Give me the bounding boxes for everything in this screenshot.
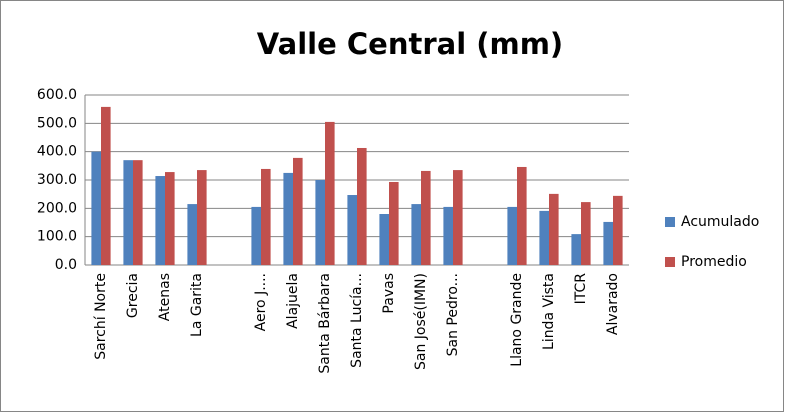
bar — [443, 206, 453, 265]
bar — [549, 193, 559, 265]
x-tick-label: Alvarado — [605, 273, 621, 335]
x-tick-label: Alajuela — [285, 273, 301, 329]
x-tick-label: Santa Lucía... — [349, 273, 365, 368]
bar — [581, 202, 591, 265]
x-tick-label: Aero J.... — [253, 273, 269, 331]
bar — [251, 206, 261, 265]
bar — [283, 172, 293, 265]
x-tick-label: Sarchí Norte — [93, 273, 109, 360]
y-tick-label: 100.0 — [37, 229, 77, 245]
bar — [325, 121, 335, 266]
bar — [517, 166, 527, 265]
bar — [389, 181, 399, 265]
legend-swatch — [665, 257, 675, 267]
bar — [165, 172, 175, 265]
x-tick-label: Santa Bárbara — [317, 273, 333, 374]
legend-swatch — [665, 217, 675, 227]
bar — [613, 195, 623, 265]
bar — [421, 170, 431, 265]
legend-label: Promedio — [681, 254, 747, 270]
bar — [155, 176, 165, 265]
bar — [91, 151, 101, 265]
bar — [347, 195, 357, 265]
bar — [571, 234, 581, 265]
y-tick-label: 600.0 — [37, 87, 77, 103]
bar — [379, 214, 389, 265]
x-tick-label: Pavas — [381, 273, 397, 314]
bar — [197, 170, 207, 265]
bar — [507, 206, 517, 265]
bar — [603, 221, 613, 265]
x-tick-label: ITCR — [573, 273, 589, 305]
y-tick-label: 400.0 — [37, 144, 77, 160]
legend-label: Acumulado — [681, 214, 759, 230]
bar — [261, 168, 271, 265]
y-tick-label: 500.0 — [37, 115, 77, 131]
y-tick-label: 0.0 — [55, 257, 77, 273]
y-tick-label: 200.0 — [37, 200, 77, 216]
x-tick-label: Atenas — [157, 273, 173, 321]
bar — [133, 160, 143, 265]
bar — [357, 147, 367, 265]
bar — [187, 204, 197, 265]
bar — [411, 204, 421, 265]
x-tick-label: San José(IMN) — [413, 273, 429, 370]
bar — [315, 180, 325, 265]
x-tick-label: Llano Grande — [509, 273, 525, 367]
bar — [293, 157, 303, 265]
x-tick-label: Linda Vista — [541, 273, 557, 350]
x-tick-label: San Pedro... — [445, 273, 461, 356]
bar — [539, 210, 549, 265]
bar — [453, 170, 463, 265]
bar — [123, 160, 133, 265]
y-tick-label: 300.0 — [37, 172, 77, 188]
x-tick-label: La Garita — [189, 273, 205, 337]
x-tick-label: Grecia — [125, 273, 141, 318]
bar — [101, 106, 111, 266]
chart-title: Valle Central (mm) — [257, 27, 563, 61]
